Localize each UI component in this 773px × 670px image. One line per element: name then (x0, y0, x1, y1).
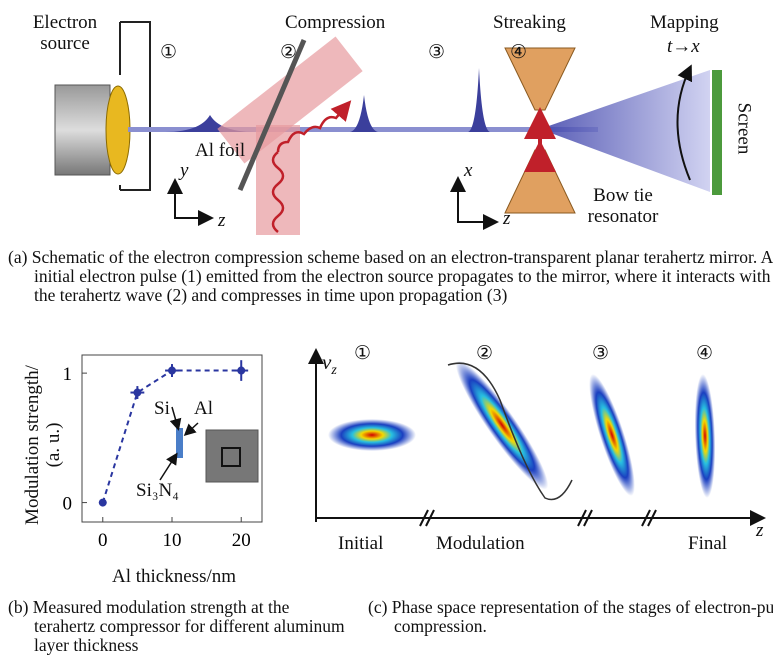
label: z (218, 210, 225, 231)
panel-c-art (316, 352, 762, 526)
label: ② (476, 343, 493, 364)
label: ① (354, 343, 371, 364)
x-tick-label: 0 (98, 530, 108, 551)
y-axis-label: Modulation strength/ (a. u.) (22, 360, 64, 530)
label: Final (688, 533, 727, 554)
label: t→x (667, 36, 700, 57)
caption: (c) Phase space representation of the st… (368, 598, 773, 636)
data-point (237, 367, 245, 375)
label: z (503, 208, 510, 229)
label: vz (322, 352, 337, 381)
data-point (133, 389, 141, 397)
label: ④ (696, 343, 713, 364)
caption: (a) Schematic of the electron compressio… (8, 248, 773, 305)
label: Modulation (436, 533, 525, 554)
label: x (464, 160, 472, 181)
label: ② (280, 42, 297, 63)
label: ③ (428, 42, 445, 63)
label: v (322, 350, 331, 374)
label: ① (160, 42, 177, 63)
label: Mapping (650, 12, 719, 33)
label: Screen (733, 103, 754, 155)
data-point (99, 499, 107, 507)
data-point (168, 367, 176, 375)
label: Al foil (195, 140, 245, 161)
caption: (b) Measured modulation strength at the … (8, 598, 354, 655)
x-axis-label: Al thickness/nm (112, 566, 236, 587)
label: Si₃N₄ (136, 480, 179, 501)
label: z (331, 363, 336, 378)
label: ④ (510, 42, 527, 63)
figure: 0102001 Electron source ① Compression ② … (0, 0, 773, 670)
label: Initial (338, 533, 383, 554)
label: y (180, 160, 188, 181)
label: ③ (592, 343, 609, 364)
label: Si (154, 398, 170, 419)
label: Streaking (493, 12, 566, 33)
label: Compression (285, 12, 385, 33)
x-tick-label: 20 (232, 530, 251, 551)
label: Electron source (10, 12, 120, 54)
label: Bow tie resonator (578, 185, 668, 227)
x-tick-label: 10 (163, 530, 182, 551)
label: z (756, 520, 763, 541)
label: Al (194, 398, 213, 419)
